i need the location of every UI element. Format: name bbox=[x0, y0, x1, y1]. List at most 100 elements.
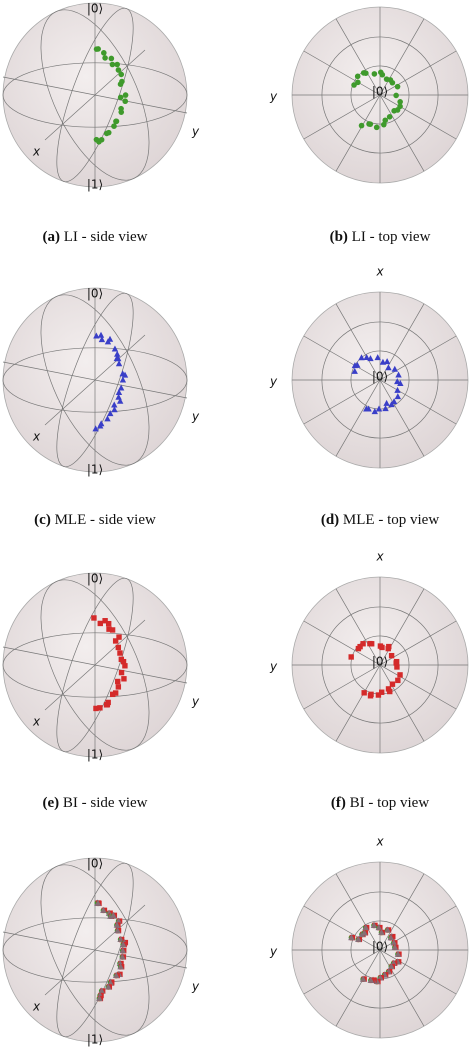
state-marker bbox=[101, 50, 107, 56]
state-marker bbox=[116, 397, 124, 404]
meridian bbox=[56, 577, 134, 753]
state-marker bbox=[119, 941, 127, 948]
label-x: x bbox=[32, 715, 41, 729]
caption-text: LI - top view bbox=[352, 229, 431, 245]
meridian bbox=[40, 579, 150, 751]
caption-tag: (b) bbox=[330, 229, 348, 245]
meridian bbox=[40, 294, 150, 466]
state-marker bbox=[103, 702, 110, 708]
state-marker bbox=[110, 911, 117, 918]
bloch-top-view bbox=[291, 576, 469, 754]
state-marker bbox=[395, 677, 401, 684]
state-marker bbox=[118, 109, 125, 115]
state-marker bbox=[115, 67, 122, 73]
state-marker bbox=[385, 364, 392, 371]
state-marker bbox=[375, 405, 383, 412]
state-marker bbox=[93, 332, 100, 339]
axis bbox=[44, 904, 146, 996]
label-center: |0⟩ bbox=[372, 655, 388, 669]
state-marker bbox=[93, 705, 99, 712]
state-marker bbox=[386, 113, 393, 120]
state-marker bbox=[391, 943, 399, 950]
state-marker bbox=[106, 626, 112, 632]
state-marker bbox=[374, 354, 381, 361]
state-marker bbox=[102, 55, 108, 61]
bloch-side-view bbox=[2, 857, 188, 1043]
longitude bbox=[303, 620, 457, 710]
state-marker bbox=[121, 676, 127, 682]
longitude bbox=[303, 335, 457, 425]
meridian bbox=[56, 7, 134, 183]
state-marker bbox=[97, 620, 103, 627]
state-marker bbox=[117, 81, 124, 88]
state-marker bbox=[367, 976, 375, 983]
state-marker bbox=[394, 664, 400, 670]
state-marker bbox=[104, 415, 111, 422]
state-marker bbox=[379, 71, 386, 78]
label-y: y bbox=[191, 695, 200, 709]
state-marker bbox=[384, 926, 391, 933]
state-marker bbox=[115, 389, 123, 396]
state-marker bbox=[98, 987, 105, 994]
state-marker bbox=[357, 643, 363, 650]
state-marker bbox=[395, 371, 402, 378]
label-south: |1⟩ bbox=[87, 1033, 103, 1047]
bloch-side-view bbox=[2, 2, 188, 188]
state-marker bbox=[393, 660, 399, 666]
state-marker bbox=[102, 618, 108, 624]
state-marker bbox=[394, 950, 402, 957]
state-marker bbox=[358, 354, 365, 361]
state-marker bbox=[98, 336, 106, 343]
caption-text: BI - side view bbox=[63, 795, 148, 811]
label-center: |0⟩ bbox=[372, 85, 388, 99]
state-marker bbox=[389, 79, 396, 86]
bloch-top-view bbox=[291, 291, 469, 469]
state-marker bbox=[121, 371, 129, 378]
meridian bbox=[40, 9, 150, 181]
state-marker bbox=[113, 118, 119, 125]
state-marker bbox=[117, 963, 124, 970]
caption-tag: (f) bbox=[331, 795, 346, 811]
bloch-side-view bbox=[2, 572, 188, 758]
state-marker bbox=[382, 117, 389, 124]
state-marker bbox=[383, 358, 391, 365]
state-marker bbox=[367, 355, 374, 362]
label-x: x bbox=[32, 430, 41, 444]
state-marker bbox=[371, 71, 378, 77]
state-marker bbox=[107, 979, 114, 986]
state-marker bbox=[363, 70, 369, 76]
longitude bbox=[303, 905, 457, 995]
label-y: y bbox=[191, 125, 200, 139]
state-marker bbox=[355, 935, 362, 942]
bloch-top-view bbox=[291, 6, 469, 184]
state-marker bbox=[100, 906, 107, 913]
state-marker bbox=[388, 963, 395, 970]
state-marker bbox=[119, 953, 126, 960]
state-marker bbox=[359, 975, 367, 982]
state-marker bbox=[112, 690, 119, 696]
state-marker bbox=[97, 331, 105, 338]
label-x: x bbox=[32, 145, 41, 159]
label-north: |0⟩ bbox=[87, 857, 103, 871]
label-south: |1⟩ bbox=[87, 463, 103, 477]
state-marker bbox=[394, 386, 401, 393]
caption: (a) LI - side view bbox=[43, 229, 148, 245]
state-marker bbox=[389, 681, 396, 687]
state-marker bbox=[113, 921, 121, 928]
state-marker bbox=[122, 663, 128, 669]
axis bbox=[44, 49, 146, 141]
state-marker bbox=[370, 921, 378, 928]
state-marker bbox=[104, 338, 112, 345]
state-marker bbox=[115, 644, 122, 651]
state-marker bbox=[96, 994, 103, 1001]
caption-text: BI - top view bbox=[350, 795, 430, 811]
state-marker bbox=[393, 92, 399, 99]
state-marker bbox=[388, 401, 395, 408]
state-marker bbox=[103, 130, 110, 137]
label-x: x bbox=[375, 550, 384, 564]
axis bbox=[44, 619, 146, 711]
caption-tag: (c) bbox=[34, 512, 51, 528]
state-marker bbox=[367, 693, 374, 699]
state-marker bbox=[351, 367, 358, 374]
caption: (d) MLE - top view bbox=[321, 512, 439, 528]
